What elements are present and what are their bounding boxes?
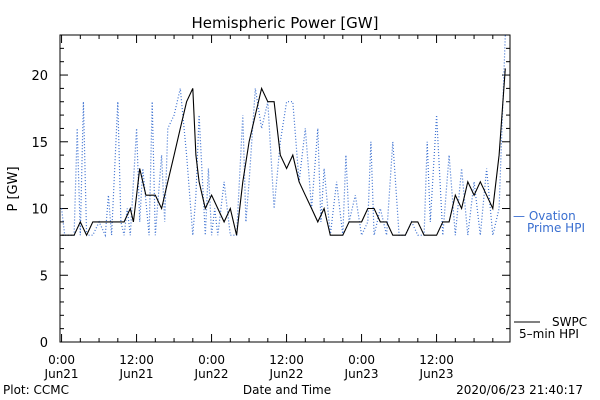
x-tick-label-time: 0:00 xyxy=(48,353,75,367)
chart-title: Hemispheric Power [GW] xyxy=(192,14,379,32)
series-layer xyxy=(61,34,506,238)
plot-credit: Plot: CCMC xyxy=(3,383,69,397)
legend-ovation-label-2: Prime HPI xyxy=(527,221,585,235)
x-tick-label-date: Jun22 xyxy=(269,367,304,381)
legend-swpc-label-2: 5–min HPI xyxy=(519,327,579,341)
plot-timestamp: 2020/06/23 21:40:17 xyxy=(456,383,583,397)
x-axis-label: Date and Time xyxy=(243,383,331,397)
x-tick-label-date: Jun22 xyxy=(194,367,229,381)
x-tick-label-date: Jun21 xyxy=(44,367,79,381)
y-tick-label: 20 xyxy=(31,69,48,84)
plot-area-frame xyxy=(59,34,511,343)
legend-ovation-label-1: — Ovation xyxy=(513,209,576,223)
legend-ovation: — Ovation Prime HPI xyxy=(513,209,585,235)
x-axis: 0:00Jun2112:00Jun210:00Jun2212:00Jun220:… xyxy=(44,35,494,381)
y-axis-label: P [GW] xyxy=(6,166,21,211)
y-tick-label: 15 xyxy=(31,136,48,151)
legend-swpc-label-1: SWPC xyxy=(552,315,587,329)
series-swpc-line xyxy=(61,68,506,237)
x-tick-label-date: Jun23 xyxy=(419,367,454,381)
x-tick-label-time: 12:00 xyxy=(119,353,154,367)
x-tick-label-time: 12:00 xyxy=(269,353,304,367)
y-tick-label: 0 xyxy=(40,336,48,351)
x-tick-label-time: 12:00 xyxy=(419,353,454,367)
y-axis: 0 5 10 15 20 xyxy=(31,34,510,351)
y-tick-label: 5 xyxy=(40,269,48,284)
legend-swpc: SWPC 5–min HPI xyxy=(514,315,587,341)
x-tick-label-time: 0:00 xyxy=(348,353,375,367)
y-tick-label: 10 xyxy=(31,203,48,218)
x-tick-label-date: Jun21 xyxy=(119,367,154,381)
x-tick-label-date: Jun23 xyxy=(344,367,379,381)
series-ovation-prime-line xyxy=(61,34,506,238)
x-tick-label-time: 0:00 xyxy=(198,353,225,367)
